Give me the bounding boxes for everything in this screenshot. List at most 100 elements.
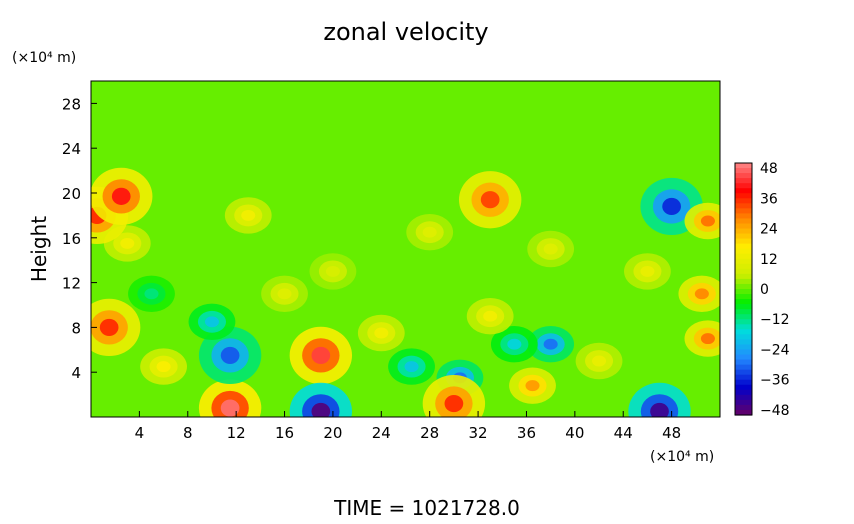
- colorbar-segment: [735, 178, 752, 184]
- field-feature: [527, 230, 575, 268]
- field-feature: [422, 374, 486, 417]
- colorbar-segment: [735, 228, 752, 235]
- time-label: TIME = 1021728.0: [333, 496, 520, 519]
- velocity-field: [91, 81, 720, 417]
- x-tick-label: 4: [135, 424, 145, 442]
- y-tick-label: 8: [71, 319, 81, 337]
- y-axis: 4 8 12 16 20 24 28: [62, 95, 97, 382]
- colorbar-tick-label: 48: [760, 161, 778, 177]
- x-tick-label: 48: [662, 424, 681, 442]
- colorbar-tick-label: 12: [760, 252, 778, 268]
- field-feature: [458, 171, 522, 229]
- field-feature: [140, 348, 187, 385]
- colorbar-segment: [735, 339, 752, 346]
- colorbar-segment: [735, 359, 752, 366]
- colorbar-segment: [735, 344, 752, 351]
- colorbar-segment: [735, 354, 752, 361]
- x-axis: 4 8 12 16 20 24 28 32 36 40 44 48: [135, 411, 681, 442]
- colorbar-segment: [735, 319, 752, 325]
- field-feature: [624, 253, 671, 290]
- colorbar-tick-label: −48: [760, 403, 790, 419]
- colorbar-segment: [735, 188, 752, 194]
- colorbar-tick-label: 24: [760, 222, 778, 238]
- field-feature: [224, 197, 272, 234]
- colorbar-segment: [735, 309, 752, 315]
- field-feature: [509, 367, 556, 404]
- x-tick-label: 36: [517, 424, 536, 442]
- colorbar-segment: [735, 329, 752, 335]
- field-feature: [91, 167, 153, 225]
- colorbar-segment: [735, 233, 752, 240]
- colorbar-segment: [735, 314, 752, 320]
- colorbar-segment: [735, 203, 752, 209]
- y-tick-label: 24: [62, 140, 81, 158]
- x-tick-label: 24: [372, 424, 391, 442]
- field-feature: [490, 326, 538, 363]
- field-feature: [388, 348, 435, 385]
- colorbar-tick-label: 0: [760, 282, 769, 298]
- field-feature: [188, 303, 236, 340]
- colorbar-segment: [735, 409, 752, 416]
- field-feature: [309, 253, 357, 290]
- x-tick-label: 20: [323, 424, 342, 442]
- field-feature: [91, 298, 141, 356]
- y-tick-label: 20: [62, 185, 81, 203]
- colorbar-tick-label: −24: [760, 342, 790, 358]
- x-tick-label: 12: [227, 424, 246, 442]
- colorbar-segment: [735, 163, 752, 169]
- colorbar-frame: [734, 162, 753, 416]
- colorbar-segment: [735, 384, 752, 391]
- field-feature: [678, 275, 720, 312]
- colorbar-segment: [735, 299, 752, 305]
- colorbar-segment: [735, 394, 752, 401]
- field-feature: [198, 326, 262, 384]
- field-feature: [684, 320, 720, 357]
- y-tick-label: 12: [62, 275, 81, 293]
- colorbar-segment: [735, 223, 752, 230]
- colorbar-segment: [735, 168, 752, 174]
- colorbar-segment: [735, 364, 752, 371]
- y-axis-unit: (×10⁴ m): [12, 50, 76, 66]
- colorbar-tick-label: 36: [760, 191, 778, 207]
- colorbar-segment: [735, 173, 752, 179]
- colorbar-segment: [735, 283, 752, 290]
- field-feature: [527, 326, 575, 363]
- colorbar-segment: [735, 218, 752, 225]
- colorbar-segment: [735, 369, 752, 376]
- colorbar-segment: [735, 334, 752, 340]
- y-tick-label: 16: [62, 230, 81, 248]
- chart-title: zonal velocity: [323, 18, 488, 46]
- colorbar-segment: [735, 294, 752, 300]
- colorbar-segment: [735, 304, 752, 310]
- y-tick-label: 28: [62, 95, 81, 113]
- field-feature: [289, 382, 353, 417]
- field-feature: [289, 326, 353, 384]
- colorbar-segment: [735, 374, 752, 381]
- y-tick-label: 4: [71, 364, 81, 382]
- x-tick-label: 32: [469, 424, 488, 442]
- x-tick-label: 16: [275, 424, 294, 442]
- colorbar-tick-label: −36: [760, 373, 790, 389]
- colorbar-segment: [735, 253, 752, 260]
- colorbar-segment: [735, 268, 752, 275]
- colorbar-segment: [735, 198, 752, 204]
- colorbar-segment: [735, 238, 752, 245]
- x-axis-unit: (×10⁴ m): [650, 449, 714, 465]
- colorbar-segment: [735, 389, 752, 396]
- x-tick-label: 40: [565, 424, 584, 442]
- colorbar-segment: [735, 399, 752, 406]
- colorbar-segment: [735, 193, 752, 199]
- colorbar-segment: [735, 278, 752, 285]
- field-feature: [198, 379, 262, 417]
- colorbar-tick-label: −12: [760, 312, 790, 328]
- x-tick-label: 28: [420, 424, 439, 442]
- field-feature: [628, 382, 691, 417]
- y-axis-label: Height: [27, 216, 51, 282]
- colorbar-segment: [735, 324, 752, 330]
- field-feature: [357, 314, 405, 352]
- x-tick-label: 44: [614, 424, 633, 442]
- colorbar-segment: [735, 273, 752, 280]
- field-feature: [128, 275, 175, 312]
- field-feature: [261, 275, 308, 312]
- plot-frame: [90, 80, 721, 418]
